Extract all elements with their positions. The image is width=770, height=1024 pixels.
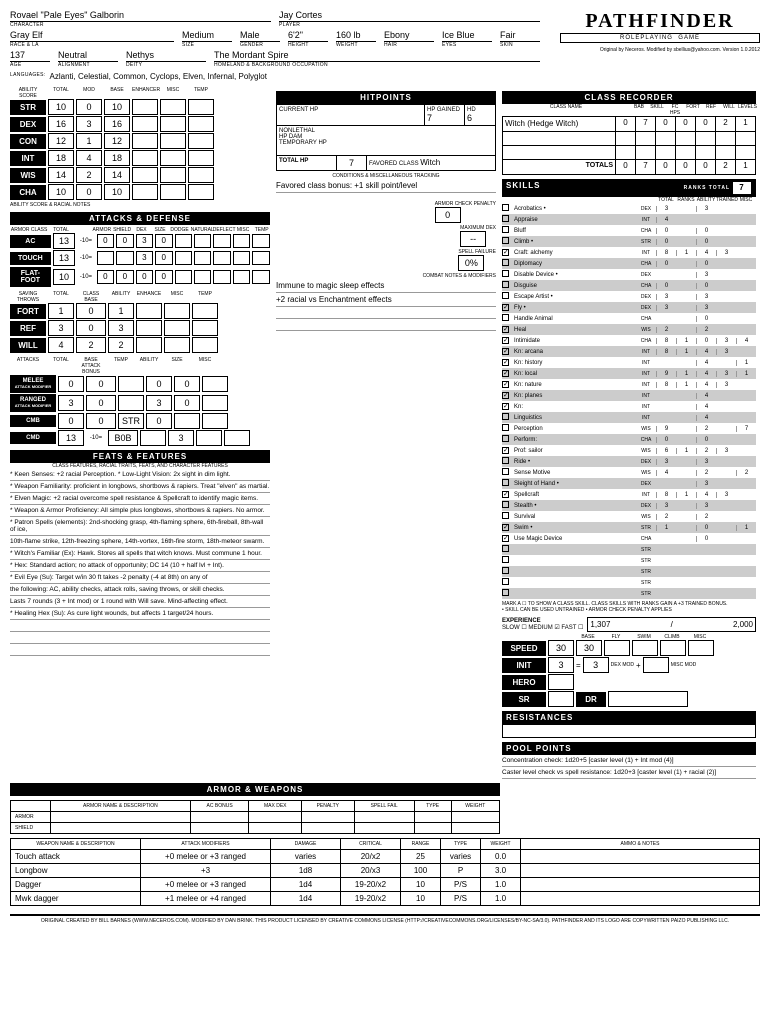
logo: PATHFINDER	[560, 10, 760, 33]
armor-table: ARMOR NAME & DESCRIPTIONAC BONUSMAX DEXP…	[10, 800, 500, 834]
feats-list: * Keen Senses: +2 racial Perception. * L…	[10, 469, 270, 620]
saving-throws: FORT101REF303WILL422	[10, 303, 270, 353]
class-row: Witch (Hedge Witch) 0 7 0 0 0 2 1	[502, 116, 756, 132]
attacks: MELEEATTACK MODIFIER0000RANGEDATTACK MOD…	[10, 375, 270, 446]
pool-points: Concentration check: 1d20+5 [caster leve…	[502, 755, 756, 779]
skills-table: Acrobatics •DEX33AppraiseINT4BluffCHA00C…	[502, 203, 756, 599]
weapons-table: WEAPON NAME & DESCRIPTION ATTACK MODIFIE…	[10, 838, 760, 906]
header: Rovael "Pale Eyes" GalborinCHARACTER Jay…	[10, 10, 760, 81]
hitpoints-box: CURRENT HP HP GAINED7 HD6 NONLETHALHP DA…	[276, 104, 496, 171]
character-name: Rovael "Pale Eyes" Galborin	[10, 10, 271, 22]
ability-scores: STR10010DEX16316CON12112INT18418WIS14214…	[10, 99, 270, 200]
character-sheet: Rovael "Pale Eyes" GalborinCHARACTER Jay…	[10, 10, 760, 924]
armor-class: AC13-10=0030TOUCH13-10=30FLAT-FOOT10-10=…	[10, 233, 270, 287]
player-name: Jay Cortes	[279, 10, 540, 22]
